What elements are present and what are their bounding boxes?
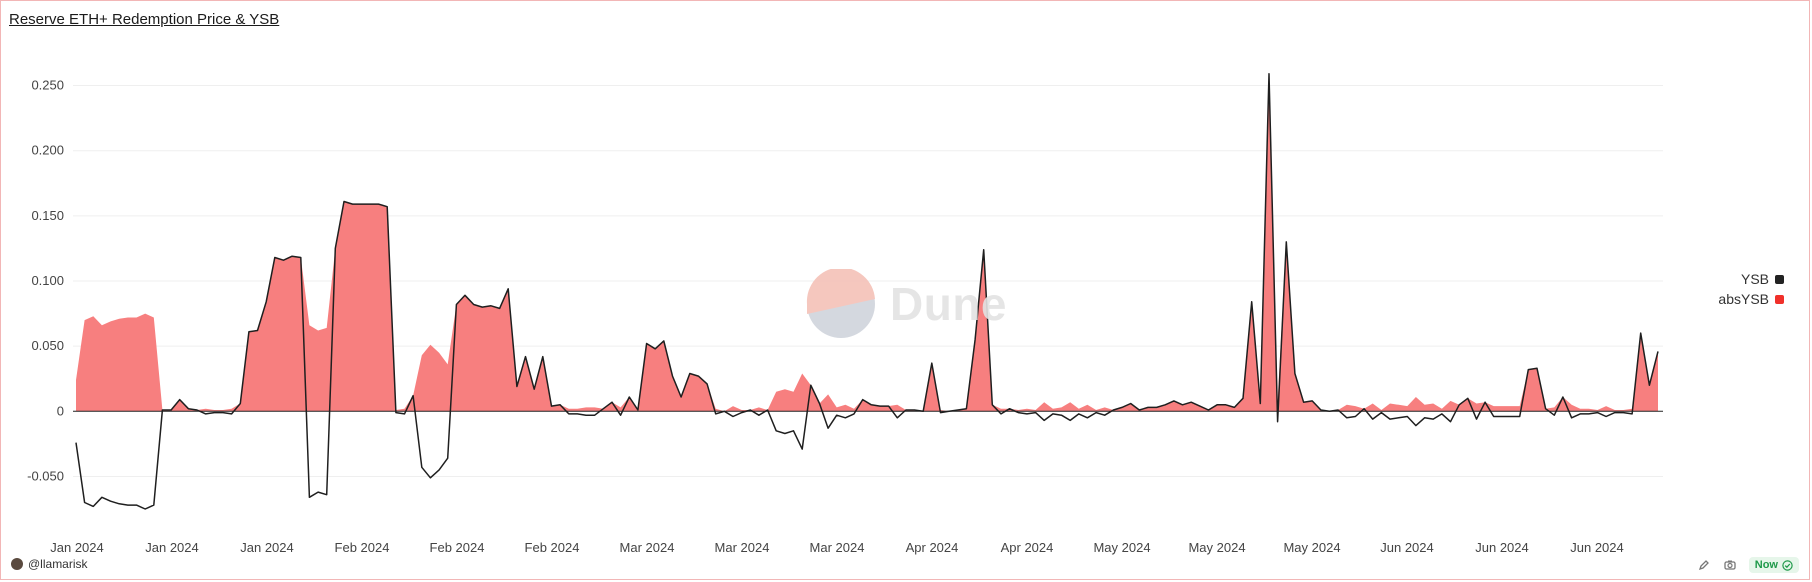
- x-tick-label: Feb 2024: [525, 540, 580, 555]
- x-tick-label: Apr 2024: [1001, 540, 1054, 555]
- x-tick-label: Apr 2024: [906, 540, 959, 555]
- edit-icon[interactable]: [1697, 558, 1711, 572]
- abs-ysb-area: [76, 73, 1658, 412]
- dune-logo-icon: [806, 269, 875, 338]
- abs-ysb-area-path: [76, 73, 1658, 412]
- x-tick-label: May 2024: [1188, 540, 1245, 555]
- x-tick-label: Jan 2024: [240, 540, 294, 555]
- avatar: [11, 558, 23, 570]
- author-credit[interactable]: @llamarisk: [11, 557, 88, 571]
- legend-swatch-absysb: [1775, 294, 1784, 304]
- y-tick-label: 0.250: [31, 78, 64, 93]
- legend-swatch-ysb: [1775, 274, 1784, 284]
- legend-label-absysb: absYSB: [1718, 291, 1769, 307]
- status-label: Now: [1754, 559, 1778, 571]
- x-tick-label: Jun 2024: [1380, 540, 1434, 555]
- ysb-line-path: [75, 73, 1659, 510]
- check-icon: [1782, 559, 1793, 571]
- y-tick-label: 0.150: [31, 208, 64, 223]
- x-tick-label: Jun 2024: [1475, 540, 1529, 555]
- x-axis-ticks: Jan 2024 Jan 2024 Jan 2024 Feb 2024 Feb 2024…: [50, 540, 1624, 555]
- x-tick-label: May 2024: [1093, 540, 1150, 555]
- y-axis-ticks: 0.250 0.200 0.150 0.100 0.050 0 -0.050: [27, 78, 64, 484]
- x-tick-label: Mar 2024: [620, 540, 675, 555]
- x-tick-label: Jan 2024: [145, 540, 199, 555]
- x-tick-label: Mar 2024: [715, 540, 770, 555]
- x-tick-label: Mar 2024: [810, 540, 865, 555]
- y-tick-label: 0.050: [31, 338, 64, 353]
- x-tick-label: May 2024: [1283, 540, 1340, 555]
- y-tick-label: 0.100: [31, 273, 64, 288]
- x-tick-label: Feb 2024: [430, 540, 485, 555]
- x-tick-label: Feb 2024: [335, 540, 390, 555]
- chart-title[interactable]: Reserve ETH+ Redemption Price & YSB: [9, 11, 280, 28]
- legend-item-ysb[interactable]: YSB: [1718, 269, 1784, 289]
- legend-label-ysb: YSB: [1740, 271, 1769, 287]
- ysb-line: [75, 73, 1659, 510]
- legend-item-absysb[interactable]: absYSB: [1718, 289, 1784, 309]
- y-tick-label: 0: [57, 403, 64, 418]
- y-tick-label: -0.050: [27, 468, 64, 483]
- watermark-text: Dune: [890, 278, 1007, 330]
- footer-actions: Now: [1697, 557, 1799, 573]
- dune-watermark: Dune: [806, 269, 1007, 339]
- chart-legend: YSB absYSB: [1718, 269, 1784, 309]
- x-tick-label: Jan 2024: [50, 540, 104, 555]
- y-tick-label: 0.200: [31, 143, 64, 158]
- author-handle: @llamarisk: [28, 557, 88, 571]
- status-badge[interactable]: Now: [1748, 557, 1799, 573]
- camera-icon[interactable]: [1723, 558, 1737, 572]
- x-tick-label: Jun 2024: [1570, 540, 1624, 555]
